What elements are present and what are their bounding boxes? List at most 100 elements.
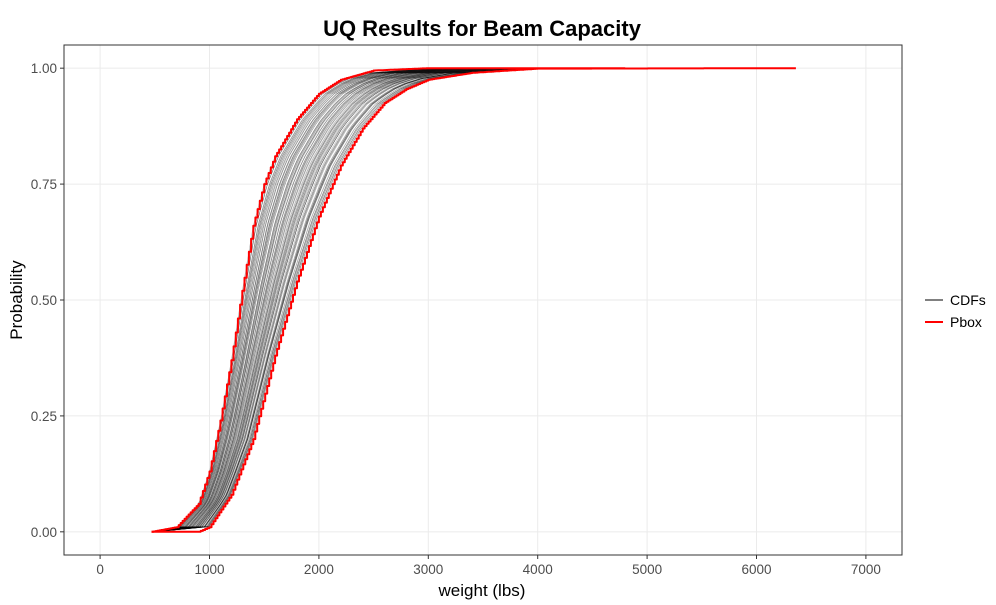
y-tick-label: 0.00 [31,525,57,540]
cdf-line [154,67,533,533]
cdf-line [154,67,444,533]
cdf-line [154,67,520,533]
cdf-line [154,67,446,533]
x-tick-label: 1000 [194,562,224,577]
pbox-upper-line [151,67,626,533]
cdf-line [154,67,520,533]
cdf-line [154,67,459,533]
cdf-line [154,67,509,533]
legend-label: Pbox [950,314,982,330]
x-axis-title: weight (lbs) [438,581,526,600]
cdf-line [154,67,443,533]
cdf-line [154,67,499,533]
cdf-line [154,67,529,533]
cdf-line [154,67,513,533]
cdf-line [154,67,535,533]
cdf-line [154,67,453,533]
cdf-line [154,67,453,533]
cdf-line [154,67,522,533]
cdf-line [154,67,449,533]
cdf-line [154,67,529,533]
y-axis-title: Probability [7,260,26,340]
cdf-line [154,67,485,533]
y-axis: 0.00 0.25 0.50 0.75 1.00 [31,61,64,540]
grid-lines [64,45,902,555]
cdf-line [154,67,491,533]
cdf-line [154,67,465,533]
cdf-line [154,67,450,533]
cdf-line [154,67,477,533]
cdf-line [154,67,501,533]
cdf-line [154,67,506,533]
cdf-line [154,67,460,533]
cdf-line [154,67,492,533]
x-tick-label: 7000 [851,562,881,577]
x-tick-label: 3000 [413,562,443,577]
cdf-line [154,67,531,533]
cdf-line [154,67,486,533]
cdf-line [154,67,483,533]
cdf-line [154,67,518,533]
cdf-line [154,67,466,533]
y-tick-label: 0.50 [31,293,57,308]
cdf-line [154,67,486,533]
cdf-line [154,67,504,533]
cdf-line [154,67,471,533]
cdf-line [154,67,520,533]
cdf-line [154,67,458,533]
cdf-line [154,67,511,533]
cdf-line [154,67,468,533]
cdf-line [154,67,450,533]
cdf-line [154,67,514,533]
x-axis: 0 1000 2000 3000 4000 5000 6000 7000 [96,555,881,577]
cdf-line [154,67,462,533]
cdf-line [154,67,498,533]
cdf-line [154,67,468,533]
cdf-line [154,67,526,533]
cdf-line [154,67,495,533]
cdf-line [154,67,442,533]
cdf-line [154,67,533,533]
cdf-line [154,67,475,533]
cdf-line [154,67,533,533]
cdf-line [154,67,507,533]
cdf-line [154,67,506,533]
y-tick-label: 0.25 [31,409,57,424]
y-tick-label: 1.00 [31,61,57,76]
cdf-line [154,67,472,533]
x-tick-label: 0 [96,562,104,577]
cdf-line [154,67,488,533]
cdf-line [154,67,497,533]
cdf-line [154,67,438,533]
legend-label: CDFs [950,292,986,308]
cdf-line [154,67,474,533]
cdf-line [154,67,470,533]
cdf-line [154,67,500,533]
cdf-line [154,67,457,533]
cdf-line [154,67,454,533]
cdf-line [154,67,493,533]
cdf-line [154,67,522,533]
cdf-line [154,67,466,533]
legend: CDFs Pbox [925,292,986,330]
cdf-line [154,67,483,533]
x-tick-label: 6000 [741,562,771,577]
cdf-line [154,67,495,533]
cdf-line [154,67,456,533]
cdf-lines [154,67,538,533]
cdf-line [154,67,440,533]
cdf-line [154,67,448,533]
cdf-line [154,67,497,533]
cdf-line [154,67,502,533]
cdf-line [154,67,504,533]
cdf-line [154,67,471,533]
cdf-line [154,67,505,533]
cdf-line [154,67,479,533]
cdf-line [154,67,521,533]
cdf-line [154,67,513,533]
cdf-line [154,67,460,533]
cdf-line [154,67,499,533]
cdf-line [154,67,470,533]
cdf-line [154,67,467,533]
cdf-line [154,67,522,533]
